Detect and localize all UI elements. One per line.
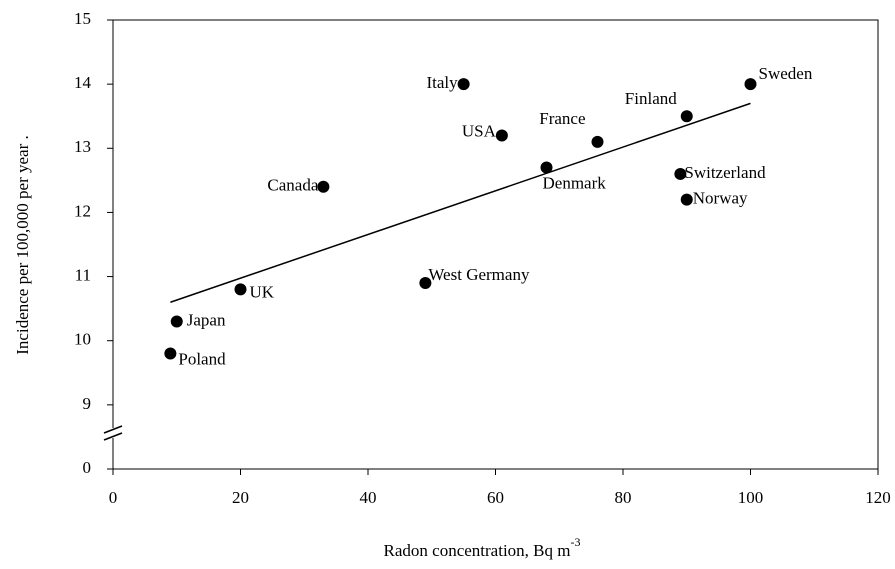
- point-label: Norway: [693, 189, 748, 208]
- point-label: USA: [462, 121, 497, 140]
- x-axis-label-main: Radon concentration, Bq m: [384, 541, 571, 560]
- x-tick-label: 20: [232, 488, 249, 507]
- data-point: [680, 193, 693, 206]
- y-tick-label: 13: [74, 137, 91, 156]
- data-point: [744, 78, 757, 91]
- trend-line: [170, 102, 751, 303]
- data-point: [457, 78, 470, 91]
- y-axis-label: Incidence per 100,000 per year .: [13, 135, 32, 354]
- data-point: [164, 347, 177, 360]
- y-tick-label: 0: [83, 458, 92, 477]
- y-tick-label: 9: [83, 394, 92, 413]
- x-tick-label: 40: [360, 488, 377, 507]
- point-label: Italy: [426, 73, 458, 92]
- y-tick-label: 10: [74, 330, 91, 349]
- x-tick-label: 60: [487, 488, 504, 507]
- y-tick-label: 11: [75, 265, 91, 284]
- data-point: [680, 110, 693, 123]
- point-label: France: [539, 109, 585, 128]
- point-label: Finland: [625, 89, 677, 108]
- data-point: [674, 167, 687, 180]
- point-label: Poland: [178, 349, 226, 368]
- point-label: Japan: [187, 310, 226, 329]
- y-tick-label: 14: [74, 73, 92, 92]
- data-point: [419, 276, 432, 289]
- point-label: UK: [250, 282, 275, 301]
- x-axis-label-sup: -3: [570, 535, 580, 549]
- data-point: [540, 161, 553, 174]
- point-label: Denmark: [543, 173, 607, 192]
- x-tick-label: 80: [615, 488, 632, 507]
- data-point: [234, 283, 247, 296]
- data-point: [591, 135, 604, 148]
- data-point: [170, 315, 183, 328]
- x-tick-label: 0: [109, 488, 118, 507]
- data-point: [317, 180, 330, 193]
- plot-frame: [112, 19, 879, 470]
- x-tick-label: 120: [865, 488, 891, 507]
- y-tick-label: 15: [74, 9, 91, 28]
- y-tick-label: 12: [74, 201, 91, 220]
- x-tick-label: 100: [738, 488, 764, 507]
- point-label: Switzerland: [684, 163, 766, 182]
- point-label: West Germany: [428, 265, 530, 284]
- point-label: Sweden: [759, 64, 813, 83]
- data-point: [495, 129, 508, 142]
- x-axis-label: Radon concentration, Bq m-3: [384, 535, 581, 560]
- point-label: Canada: [267, 176, 318, 195]
- axis-break: [103, 425, 123, 441]
